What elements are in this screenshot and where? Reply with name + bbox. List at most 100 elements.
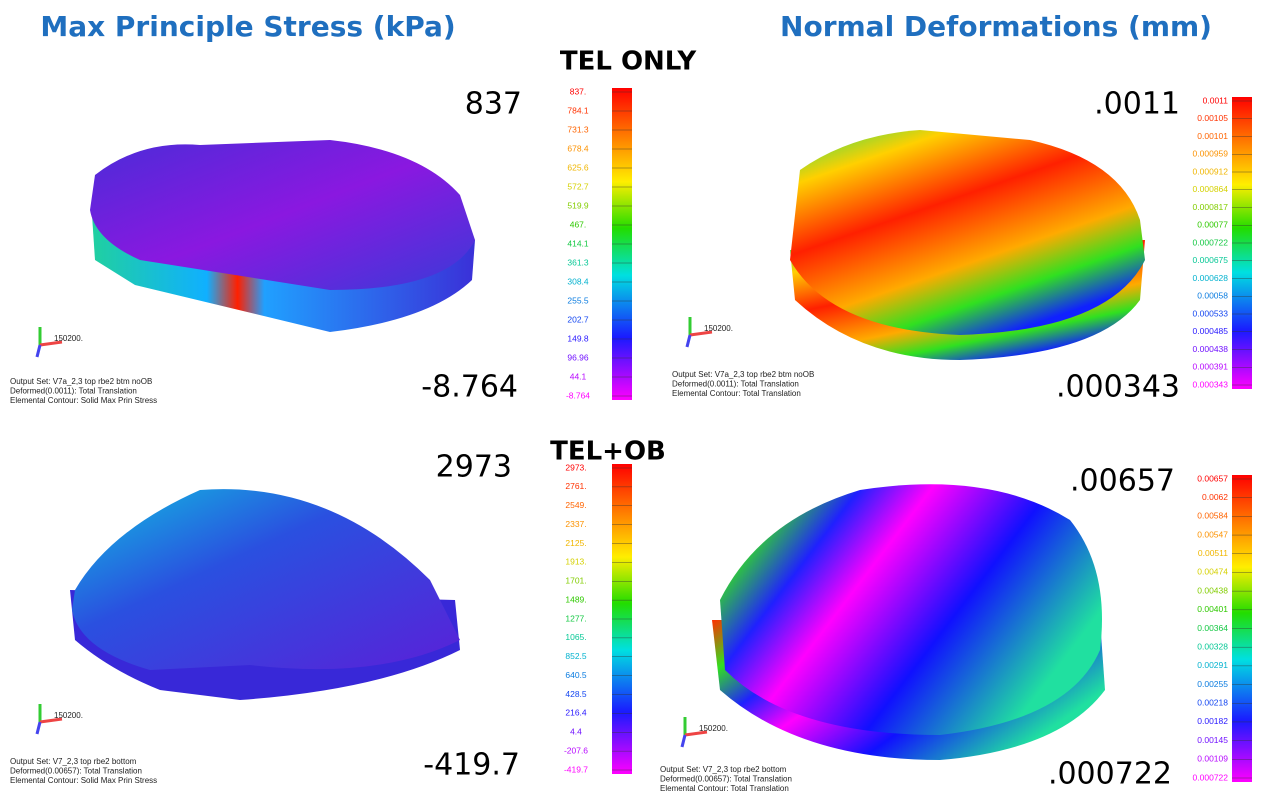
scale-label: 0.000722 (1193, 772, 1229, 782)
info-text: Elemental Contour: Total Translation (672, 389, 801, 398)
scale-label: -419.7 (564, 764, 588, 774)
title-left: Max Principle Stress (kPa) (40, 10, 455, 43)
min-label: -419.7 (423, 748, 520, 783)
scale-label: 0.00077 (1197, 220, 1228, 230)
scale-label: 0.000817 (1193, 202, 1229, 212)
scale-label: 0.00145 (1197, 735, 1228, 745)
scale-label: 0.000959 (1193, 149, 1229, 159)
scale-label: 1277. (565, 613, 586, 623)
scale-label: 1065. (565, 632, 586, 642)
info-text: Output Set: V7_2,3 top rbe2 bottom (10, 757, 137, 766)
scale-label: 784.1 (567, 105, 589, 115)
max-label: 837 (465, 87, 522, 122)
scale-label: 0.000722 (1193, 237, 1229, 247)
scale-label: 216.4 (565, 708, 587, 718)
info-text: Output Set: V7_2,3 top rbe2 bottom (660, 765, 787, 774)
info-text: Deformed(0.0011): Total Translation (672, 380, 799, 389)
scale-label: 428.5 (565, 689, 587, 699)
model-view (712, 484, 1105, 760)
info-text: Output Set: V7a_2,3 top rbe2 btm noOB (672, 370, 814, 379)
row-label: TEL ONLY (560, 47, 697, 77)
info-text: Elemental Contour: Total Translation (660, 784, 789, 793)
scale-label: 361.3 (567, 257, 589, 267)
scale-label: 0.000675 (1193, 255, 1229, 265)
scale-label: 2549. (565, 500, 586, 510)
model-view (90, 140, 475, 332)
scale-label: 2973. (565, 462, 586, 472)
scale-label: 0.00101 (1197, 131, 1228, 141)
max-label: 2973 (436, 450, 512, 485)
scale-label: 0.000533 (1193, 308, 1229, 318)
info-text: Deformed(0.00657): Total Translation (660, 775, 792, 784)
min-label: .000722 (1048, 757, 1172, 792)
model-view (790, 130, 1145, 360)
triad-label: 150200. (54, 711, 83, 720)
triad-label: 150200. (704, 324, 733, 333)
info-text: Deformed(0.0011): Total Translation (10, 387, 137, 396)
axis-z (37, 345, 40, 357)
scale-label: 0.00547 (1197, 529, 1228, 539)
scale-label: 2125. (565, 538, 586, 548)
scale-label: 837. (570, 86, 587, 96)
scale-label: 0.00328 (1197, 641, 1228, 651)
scale-label: 0.0062 (1202, 492, 1228, 502)
info-text: Elemental Contour: Solid Max Prin Stress (10, 396, 157, 405)
scale-label: -8.764 (566, 390, 590, 400)
scale-label: 0.000864 (1193, 184, 1229, 194)
scale-label: 255.5 (567, 295, 589, 305)
slide: Max Principle Stress (kPa) Normal Deform… (0, 0, 1264, 795)
min-label: .000343 (1056, 370, 1180, 405)
scale-label: 2761. (565, 481, 586, 491)
scale-label: 4.4 (570, 727, 582, 737)
scale-label: 572.7 (567, 181, 589, 191)
scale-label: 2337. (565, 519, 586, 529)
scale-label: 0.000912 (1193, 166, 1229, 176)
triad-label: 150200. (54, 334, 83, 343)
scale-label: 0.00105 (1197, 113, 1228, 123)
scale-label: 625.6 (567, 162, 589, 172)
scale-label: 0.00401 (1197, 604, 1228, 614)
scale-label: 1489. (565, 594, 586, 604)
scale-label: -207.6 (564, 745, 588, 755)
scale-label: 731.3 (567, 124, 589, 134)
scale-label: 0.000391 (1193, 362, 1229, 372)
info-text: Elemental Contour: Solid Max Prin Stress (10, 776, 157, 785)
scale-label: 0.0011 (1203, 95, 1229, 105)
scale-label: 678.4 (567, 143, 589, 153)
scale-label: 0.00584 (1197, 511, 1228, 521)
scale-label: 308.4 (567, 276, 589, 286)
title-right: Normal Deformations (mm) (780, 10, 1212, 43)
scale-label: 0.00364 (1197, 623, 1228, 633)
scale-label: 1913. (565, 557, 586, 567)
max-label: .00657 (1070, 464, 1175, 499)
scale-label: 0.00218 (1197, 698, 1228, 708)
min-label: -8.764 (421, 370, 518, 405)
scale-label: 0.000628 (1193, 273, 1229, 283)
scale-label: 467. (570, 219, 587, 229)
axis-z (682, 735, 685, 747)
scale-label: 640.5 (565, 670, 587, 680)
info-text: Output Set: V7a_2,3 top rbe2 btm noOB (10, 377, 152, 386)
scale-label: 96.96 (567, 352, 589, 362)
scale-label: 0.00109 (1197, 754, 1228, 764)
scale-label: 0.00182 (1197, 716, 1228, 726)
info-text: Deformed(0.00657): Total Translation (10, 767, 142, 776)
axis-z (37, 722, 40, 734)
scale-label: 44.1 (570, 371, 587, 381)
scale-label: 0.00474 (1197, 567, 1228, 577)
axis-z (687, 335, 690, 347)
scale-label: 852.5 (565, 651, 587, 661)
scale-label: 0.00657 (1197, 473, 1228, 483)
scale-label: 519.9 (567, 200, 589, 210)
scale-label: 0.000438 (1193, 344, 1229, 354)
scale-label: 414.1 (567, 238, 589, 248)
scale-label: 1701. (565, 576, 586, 586)
scale-label: 149.8 (567, 333, 589, 343)
max-label: .0011 (1094, 87, 1180, 122)
triad-label: 150200. (699, 724, 728, 733)
scale-label: 0.00438 (1197, 585, 1228, 595)
scale-label: 0.000485 (1193, 326, 1229, 336)
scale-label: 0.00511 (1198, 548, 1228, 558)
model-view (70, 489, 460, 700)
scale-label: 0.000343 (1193, 379, 1229, 389)
